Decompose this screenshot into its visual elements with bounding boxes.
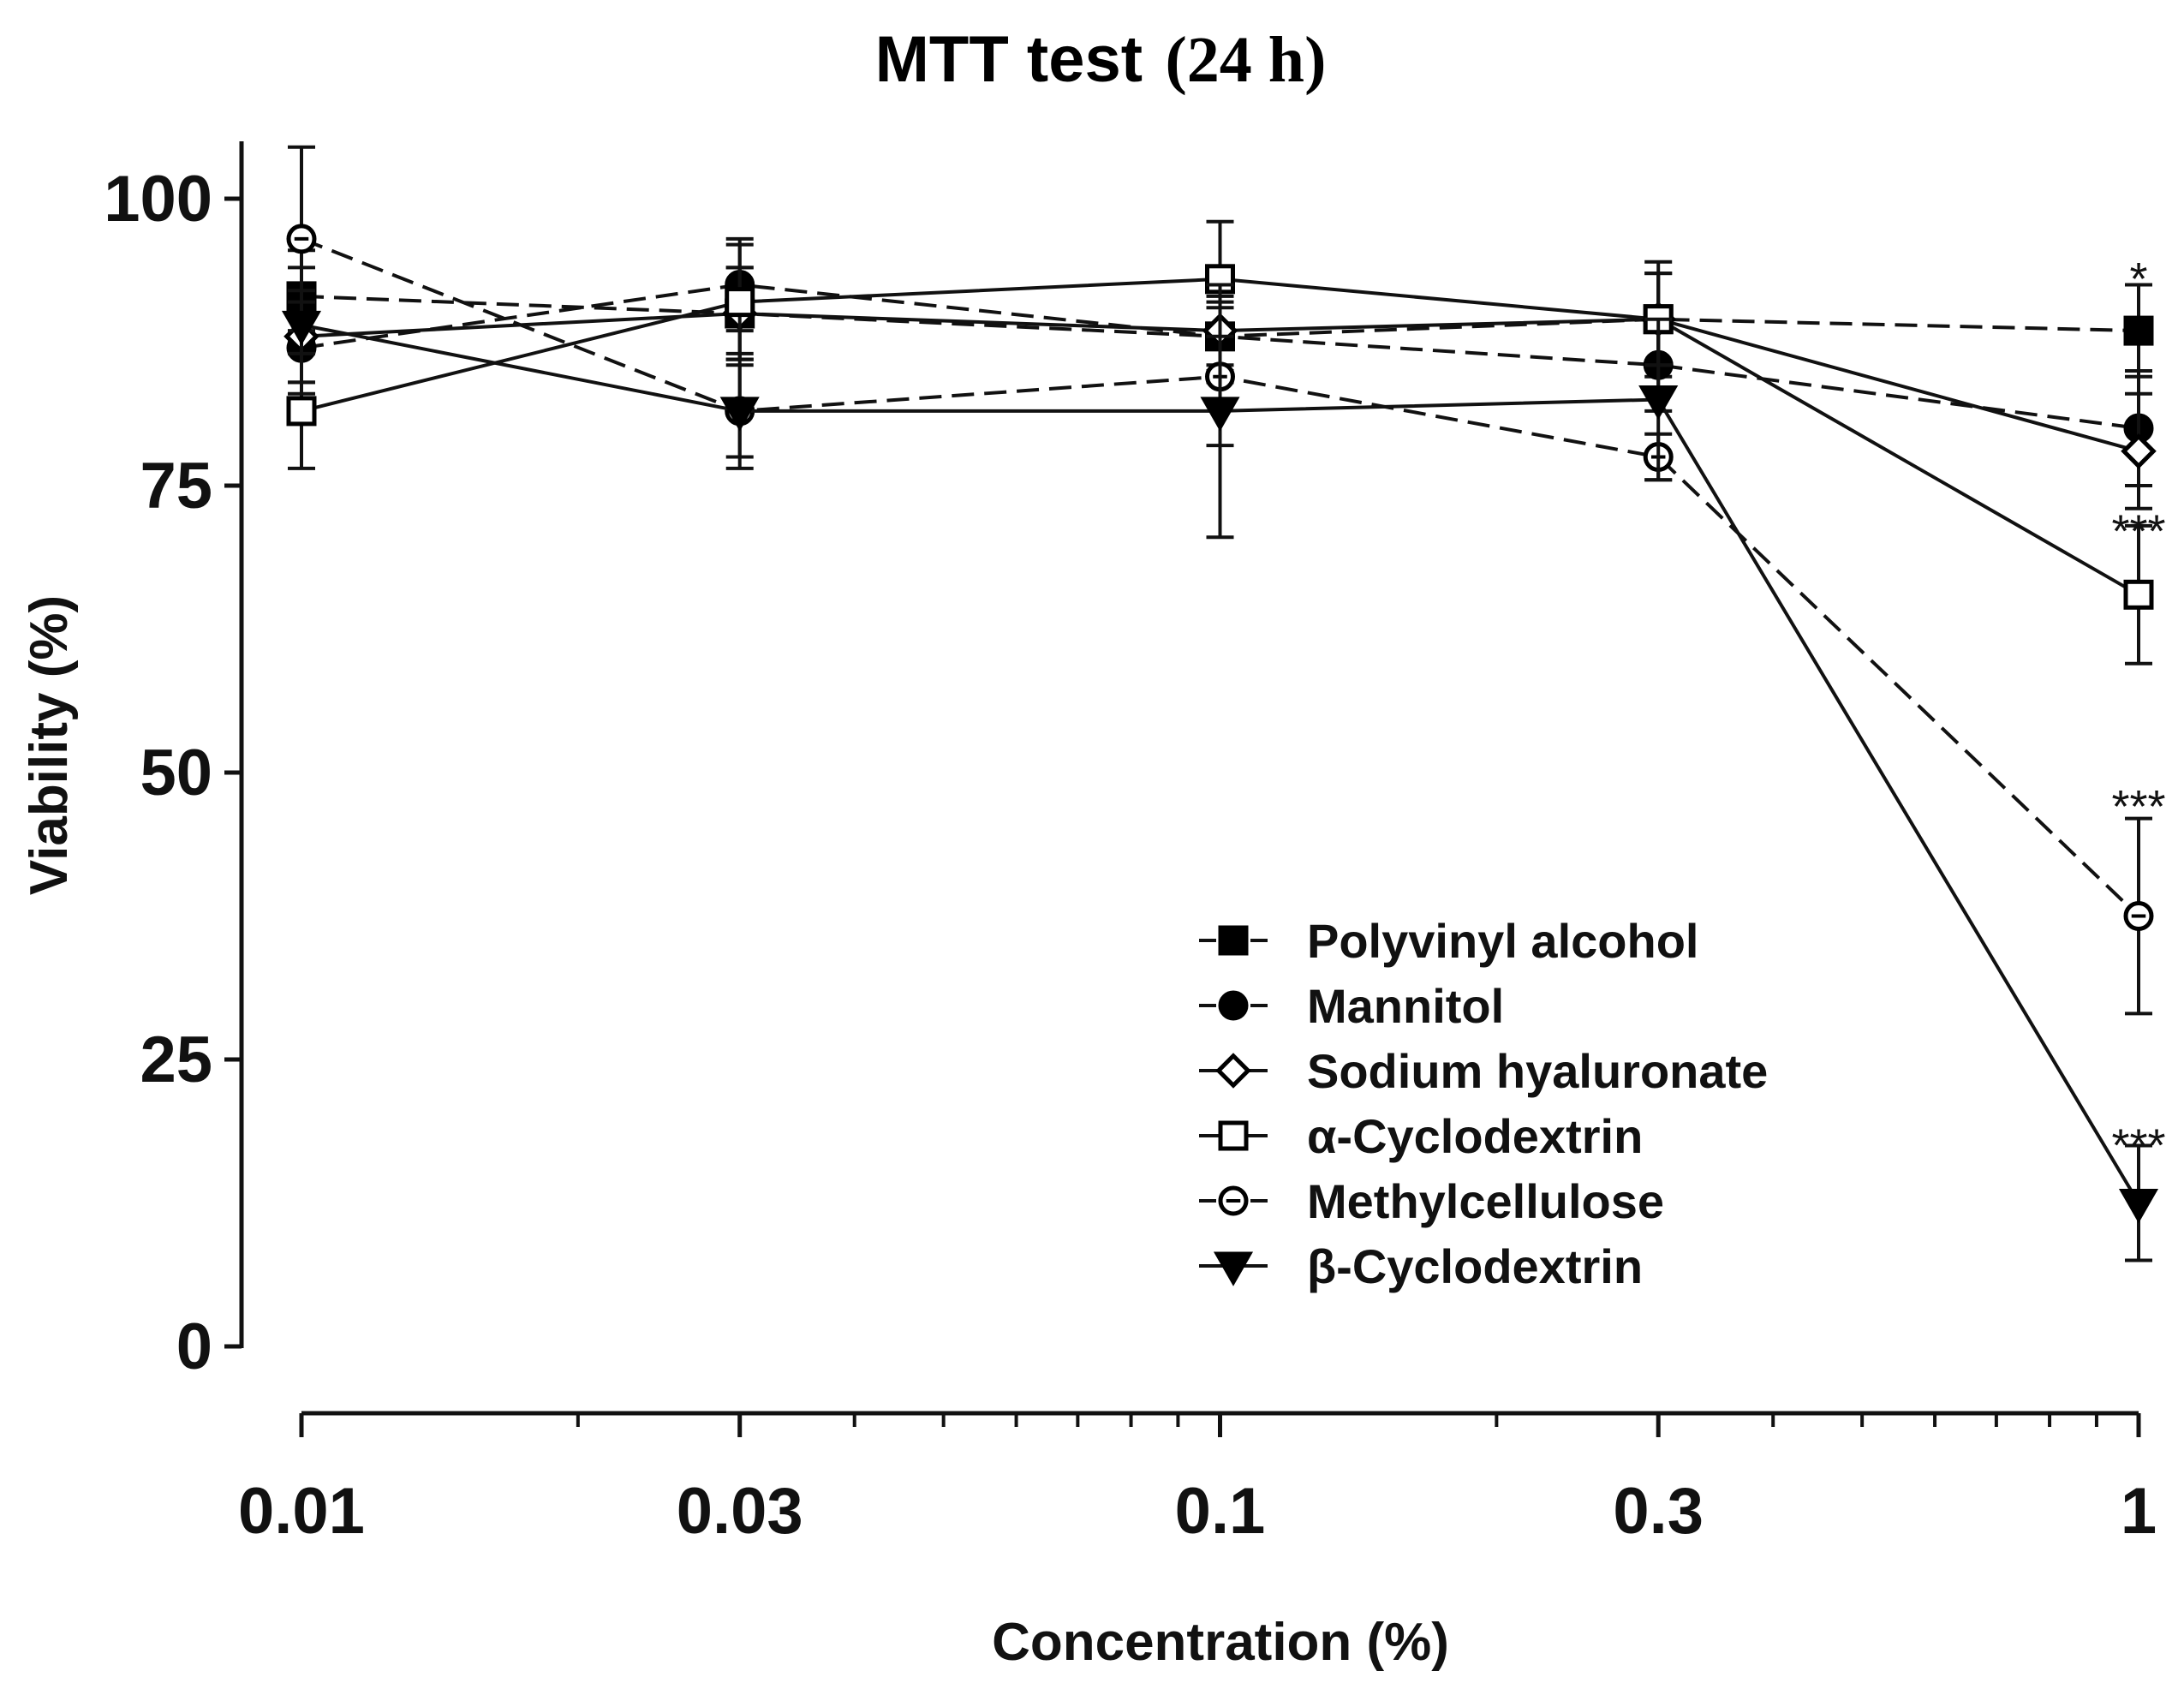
data-point-diamond <box>1215 1053 1251 1089</box>
x-ticks: 0.01 0.03 0.1 0.3 1 <box>238 1413 2157 1548</box>
y-axis-title: Viability (%) <box>20 595 79 895</box>
chart-title: MTT test (24 h) <box>875 23 1327 96</box>
x-tick-label: 0.03 <box>677 1475 803 1548</box>
x-tick-label: 0.1 <box>1175 1475 1266 1548</box>
series <box>286 219 2154 665</box>
legend-label: α-Cyclodextrin <box>1307 1109 1643 1163</box>
legend-label: Methylcellulose <box>1307 1174 1664 1228</box>
annotation-layer: ********** <box>2111 254 2165 1172</box>
data-point-triangle <box>719 397 760 432</box>
chart-title-suffix: (24 h) <box>1166 24 1327 96</box>
x-tick-label: 0.3 <box>1613 1475 1704 1548</box>
legend-item: β-Cyclodextrin <box>1199 1239 1643 1293</box>
legend-label: β-Cyclodextrin <box>1307 1239 1643 1293</box>
legend-label: Sodium hyaluronate <box>1307 1044 1768 1098</box>
data-point-square <box>286 396 317 427</box>
y-tick-label: 25 <box>140 1024 212 1096</box>
significance-label: *** <box>2111 506 2165 558</box>
data-point-diamond <box>2121 433 2157 469</box>
y-tick-label: 100 <box>104 163 212 236</box>
y-tick-label: 0 <box>176 1310 212 1383</box>
significance-label: * <box>2129 254 2147 305</box>
x-tick-label: 1 <box>2121 1475 2157 1548</box>
data-point-triangle <box>1200 397 1240 432</box>
data-point-triangle <box>2118 1188 2159 1224</box>
legend-item: Mannitol <box>1199 979 1504 1033</box>
series-layer <box>281 145 2159 1262</box>
legend-item: Sodium hyaluronate <box>1199 1044 1768 1098</box>
legend-item: Methylcellulose <box>1199 1174 1664 1228</box>
data-point-square <box>1218 1120 1249 1151</box>
series <box>281 266 2159 1262</box>
data-point-triangle <box>1638 385 1679 421</box>
data-point-square <box>2123 315 2154 346</box>
legend-label: Mannitol <box>1307 979 1504 1033</box>
data-point-square <box>725 287 755 318</box>
x-tick-label: 0.01 <box>238 1475 365 1548</box>
legend-item: α-Cyclodextrin <box>1199 1109 1643 1163</box>
legend-label: Polyvinyl alcohol <box>1307 914 1698 968</box>
y-ticks: 0 25 50 75 100 <box>104 163 242 1383</box>
data-point-circle <box>1218 990 1249 1021</box>
x-axis-title: Concentration (%) <box>992 1613 1449 1672</box>
legend-item: Polyvinyl alcohol <box>1199 914 1698 968</box>
y-tick-label: 75 <box>140 450 212 522</box>
significance-label: *** <box>2111 781 2165 833</box>
data-point-square <box>2123 579 2154 610</box>
data-point-square <box>1218 925 1249 956</box>
y-tick-label: 50 <box>140 737 212 809</box>
legend: Polyvinyl alcohol Mannitol Sodium hyaluron… <box>1199 914 1768 1293</box>
data-point-triangle <box>281 310 322 346</box>
significance-label: *** <box>2111 1120 2165 1172</box>
data-point-triangle <box>1213 1251 1254 1286</box>
chart-title-main: MTT test <box>875 23 1143 96</box>
